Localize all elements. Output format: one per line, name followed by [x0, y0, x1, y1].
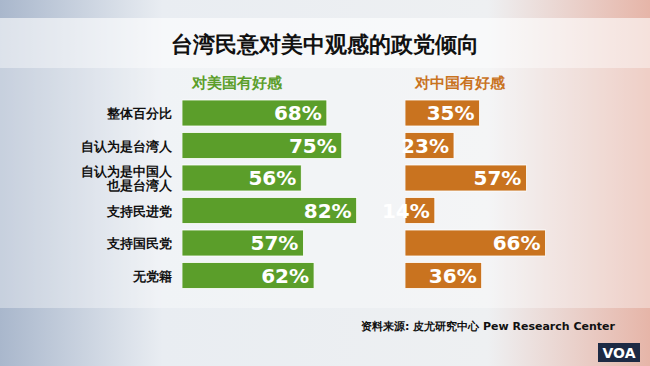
- category-label: 支持民进党: [106, 204, 172, 219]
- category-label-line: 支持民进党: [106, 204, 172, 219]
- data-label: 56%: [248, 166, 296, 190]
- category-label-line: 也是台湾人: [106, 178, 173, 193]
- category-label-line: 自认为是台湾人: [81, 139, 173, 154]
- bars: [182, 100, 357, 289]
- bar: [405, 165, 526, 191]
- data-label: 68%: [274, 101, 322, 125]
- bar: [182, 100, 327, 126]
- source-note: 资料来源: 皮尤研究中心 Pew Research Center: [361, 320, 616, 333]
- background: [0, 0, 650, 366]
- category-label: 无党籍: [132, 269, 172, 284]
- title: 台湾民意对美中观感的政党倾向: [171, 32, 479, 57]
- data-label: 23%: [401, 134, 449, 158]
- bar: [405, 100, 480, 126]
- bar: [182, 133, 342, 159]
- logo-box: [598, 343, 640, 362]
- logo: VOA: [603, 345, 636, 361]
- category-label: 自认为是台湾人: [81, 139, 173, 154]
- data-label: 14%: [382, 199, 430, 223]
- bar: [182, 198, 357, 224]
- data-label: 57%: [474, 166, 522, 190]
- category-label: 自认为是中国人也是台湾人: [81, 164, 173, 193]
- data-label: 75%: [289, 134, 337, 158]
- data-label: 35%: [427, 101, 475, 125]
- series-header: 对中国有好感: [414, 74, 506, 92]
- data-labels: 35% 23% 57% 14% 66% 36%: [382, 101, 541, 288]
- category-label-line: 整体百分比: [106, 106, 172, 121]
- bar: [182, 230, 303, 256]
- data-label: 36%: [429, 264, 477, 288]
- data-label: 82%: [304, 199, 352, 223]
- bar: [405, 263, 482, 289]
- chart: 台湾民意对美中观感的政党倾向整体百分比自认为是台湾人自认为是中国人也是台湾人支持…: [0, 0, 650, 366]
- data-label: 62%: [261, 264, 309, 288]
- category-label-line: 无党籍: [132, 269, 172, 284]
- plot-band: [0, 68, 650, 308]
- data-label: 57%: [251, 231, 299, 255]
- series-header: 对美国有好感: [191, 74, 283, 92]
- bar: [182, 165, 301, 191]
- category-label: 支持国民党: [106, 236, 172, 251]
- page: {"chart_data": { "type": "bar", "orienta…: [0, 0, 650, 366]
- bars: [405, 100, 546, 289]
- category-label: 整体百分比: [106, 106, 172, 121]
- data-label: 66%: [493, 231, 541, 255]
- bar: [405, 230, 546, 256]
- bar: [182, 263, 314, 289]
- category-label-line: 自认为是中国人: [81, 164, 173, 179]
- category-label-line: 支持国民党: [106, 236, 172, 251]
- data-labels: 68% 75% 56% 82%57% 62%: [248, 101, 351, 288]
- title-band: [0, 18, 650, 68]
